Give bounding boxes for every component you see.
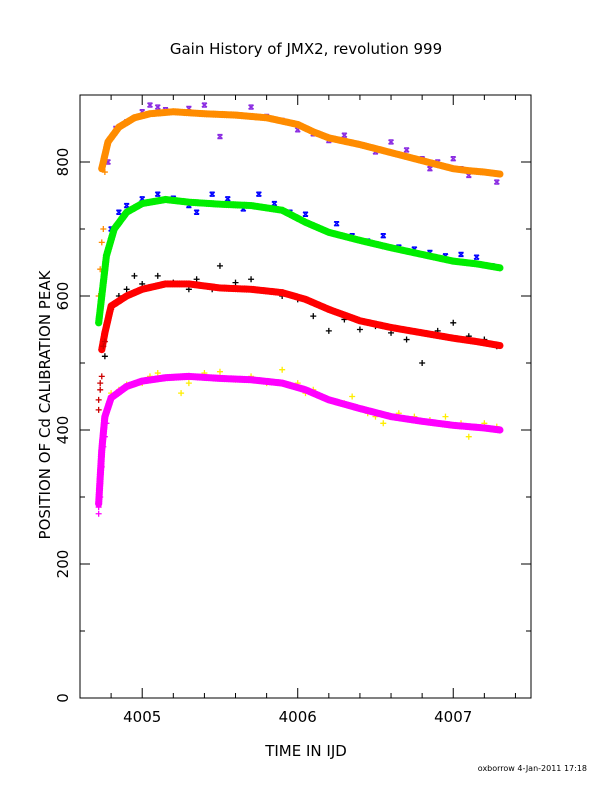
data-point-plus [100, 443, 107, 450]
x-tick-label: 4007 [434, 708, 472, 726]
y-tick-label: 0 [54, 693, 72, 703]
data-point-cross [255, 191, 262, 197]
data-point-plus [95, 396, 102, 403]
data-point-plus [101, 338, 108, 345]
data-point-plus [349, 393, 356, 400]
data-point-cross [473, 254, 480, 260]
data-point-cross [426, 249, 433, 256]
data-point-plus [154, 370, 161, 377]
y-tick-label: 200 [54, 550, 72, 579]
plot-data [95, 102, 504, 517]
data-point-cross [217, 133, 223, 140]
data-point-cross [240, 206, 247, 212]
y-tick-label: 800 [54, 148, 72, 177]
data-point-cross [185, 105, 192, 112]
data-point-plus [185, 380, 192, 387]
x-tick-label: 4006 [279, 708, 317, 726]
data-point-plus [279, 366, 286, 373]
data-point-cross [209, 191, 216, 197]
data-point-plus [216, 262, 223, 269]
data-point-plus [131, 272, 138, 279]
x-axis-label: TIME IN IJD [264, 742, 347, 760]
data-point-cross [115, 209, 122, 215]
data-point-plus [193, 276, 200, 283]
data-point-cross [139, 109, 146, 115]
data-point-plus [97, 380, 104, 387]
data-point-cross [458, 251, 464, 258]
data-point-cross [442, 253, 449, 259]
data-point-cross [147, 102, 153, 108]
data-point-cross [154, 191, 161, 197]
data-point-cross [341, 132, 348, 138]
y-axis-label: POSITION OF Cd CALIBRATION PEAK [36, 269, 54, 539]
data-point-cross [493, 179, 500, 185]
data-point-plus [325, 327, 332, 334]
plot-frame [79, 94, 532, 699]
data-point-plus [450, 319, 457, 326]
data-point-plus [232, 279, 239, 286]
data-point-plus [310, 313, 317, 320]
data-point-cross [105, 159, 111, 165]
data-point-plus [380, 420, 387, 427]
y-tick-label: 400 [54, 416, 72, 445]
data-point-cross [294, 127, 301, 133]
data-point-plus [356, 326, 363, 333]
data-point-plus [98, 463, 105, 470]
data-point-plus [123, 286, 130, 293]
data-point-plus [419, 360, 426, 366]
data-point-cross [248, 104, 255, 110]
data-point-plus [103, 420, 110, 427]
data-point-plus [98, 239, 105, 246]
data-point-plus [95, 510, 102, 517]
data-point-dot [496, 426, 504, 434]
data-point-cross [123, 202, 130, 209]
data-point-cross [271, 200, 278, 207]
data-point-dot [496, 341, 504, 350]
y-axis: 0 200 400 600 800 [54, 148, 531, 703]
x-tick-label: 4005 [123, 708, 161, 726]
data-point-plus [100, 226, 107, 232]
data-point-cross [154, 104, 161, 110]
data-point-cross [193, 209, 200, 215]
data-point-plus [403, 336, 410, 343]
data-point-plus [95, 406, 102, 413]
data-point-plus [100, 343, 107, 350]
data-point-plus [98, 453, 105, 460]
data-point-plus [442, 413, 449, 420]
data-point-plus [154, 272, 161, 279]
data-point-plus [248, 276, 255, 283]
data-point-plus [465, 433, 472, 440]
data-point-plus [97, 494, 104, 500]
data-point-cross [380, 233, 387, 239]
data-point-cross [388, 139, 394, 145]
data-point-plus [101, 169, 108, 176]
data-point-plus [216, 368, 223, 375]
data-point-cross [411, 246, 418, 252]
data-point-cross [201, 102, 208, 108]
data-point-plus [97, 386, 104, 393]
data-point-cross [224, 196, 231, 202]
y-tick-label: 600 [54, 282, 72, 311]
data-point-cross [426, 166, 433, 172]
data-point-cross [465, 172, 472, 179]
data-point-cross [450, 155, 457, 162]
footer-stamp: oxborrow 4-Jan-2011 17:18 [478, 764, 587, 773]
data-point-plus [97, 480, 104, 487]
data-point-plus [95, 504, 102, 511]
data-point-cross [333, 220, 340, 227]
data-point-plus [178, 390, 185, 397]
data-point-dot [496, 170, 504, 178]
data-point-plus [101, 433, 108, 440]
x-axis: 4005 4006 4007 [79, 95, 516, 726]
data-point-dot [496, 264, 504, 272]
data-point-plus [98, 373, 105, 380]
chart-title: Gain History of JMX2, revolution 999 [170, 40, 442, 58]
data-point-cross [139, 196, 146, 202]
data-point-cross [403, 147, 410, 153]
data-point-plus [101, 353, 108, 360]
data-point-cross [302, 211, 309, 217]
